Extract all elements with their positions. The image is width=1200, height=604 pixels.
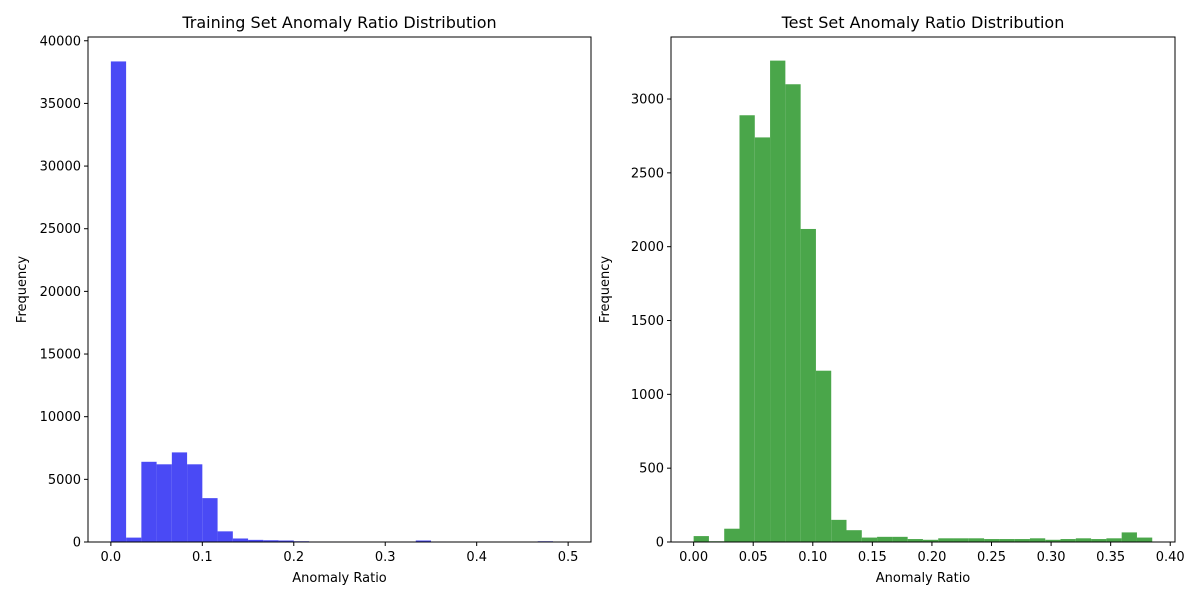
test-ylabel: Frequency	[598, 256, 613, 323]
test-histogram: 0.00 0.05 0.10 0.15 0.20 0.25 0.30 0.35 0.40 0 500…	[598, 13, 1185, 586]
test-ytick-label: 1500	[631, 314, 664, 329]
train-ytick-label: 30000	[40, 160, 81, 175]
train-bar	[187, 464, 202, 542]
test-bar	[1076, 538, 1091, 542]
test-bar	[969, 538, 984, 542]
train-xtick-label: 0.3	[375, 550, 396, 565]
train-xtick-label: 0.2	[283, 550, 304, 565]
test-xtick-label: 0.35	[1096, 550, 1125, 565]
train-bar	[172, 452, 187, 542]
test-bar	[1106, 538, 1121, 542]
test-ytick-label: 500	[639, 462, 664, 477]
train-xtick-label: 0.1	[192, 550, 213, 565]
test-bar	[938, 538, 953, 542]
test-bar	[785, 84, 800, 542]
test-xtick-label: 0.15	[858, 550, 887, 565]
test-ytick-label: 2000	[631, 240, 664, 255]
train-ytick-label: 35000	[40, 97, 81, 112]
test-bar	[1030, 538, 1045, 542]
test-ytick-label: 2500	[631, 166, 664, 181]
test-bar	[831, 520, 846, 542]
train-bar	[126, 538, 141, 542]
test-xtick-label: 0.25	[977, 550, 1006, 565]
test-bar	[694, 536, 709, 542]
test-xtick-label: 0.20	[917, 550, 946, 565]
test-bar	[724, 529, 739, 542]
train-ytick-label: 5000	[48, 473, 81, 488]
test-xtick-label: 0.00	[679, 550, 708, 565]
test-bar	[862, 538, 877, 542]
test-title: Test Set Anomaly Ratio Distribution	[781, 13, 1065, 32]
train-bar	[111, 61, 126, 542]
train-xtick-label: 0.5	[558, 550, 579, 565]
test-bar	[755, 137, 770, 542]
test-xtick-label: 0.30	[1037, 550, 1066, 565]
train-xtick-label: 0.0	[101, 550, 122, 565]
test-xlabel: Anomaly Ratio	[876, 571, 971, 586]
test-bar	[892, 537, 907, 542]
test-xtick-label: 0.40	[1156, 550, 1185, 565]
test-xtick-label: 0.05	[739, 550, 768, 565]
train-bar	[233, 538, 248, 542]
train-ylabel: Frequency	[15, 256, 30, 323]
test-bar	[1137, 538, 1152, 542]
test-xtick-label: 0.10	[798, 550, 827, 565]
train-ytick-label: 40000	[40, 34, 81, 49]
train-bar	[141, 462, 156, 542]
training-histogram: 0.0 0.1 0.2 0.3 0.4 0.5 0 5000 10000 15000 20000 25…	[15, 13, 591, 586]
train-bars	[111, 61, 568, 542]
test-ytick-label: 3000	[631, 93, 664, 108]
test-bar	[770, 61, 785, 542]
train-ytick-label: 25000	[40, 222, 81, 237]
test-bar	[954, 538, 969, 542]
train-bar	[157, 464, 172, 542]
test-ytick-label: 1000	[631, 388, 664, 403]
test-ytick-label: 0	[656, 536, 664, 551]
test-bar	[739, 115, 754, 542]
train-bar	[202, 498, 217, 542]
train-xlabel: Anomaly Ratio	[292, 571, 387, 586]
test-bar	[847, 530, 862, 542]
train-xtick-label: 0.4	[466, 550, 487, 565]
test-bar	[1122, 532, 1137, 542]
test-bars	[694, 61, 1153, 542]
train-ytick-label: 10000	[40, 410, 81, 425]
test-bar	[816, 371, 831, 542]
train-ytick-label: 20000	[40, 285, 81, 300]
test-bar	[801, 229, 816, 542]
train-ytick-label: 0	[73, 536, 81, 551]
train-bar	[218, 531, 233, 542]
test-bar	[877, 537, 892, 542]
train-ytick-label: 15000	[40, 348, 81, 363]
train-title: Training Set Anomaly Ratio Distribution	[181, 13, 496, 32]
